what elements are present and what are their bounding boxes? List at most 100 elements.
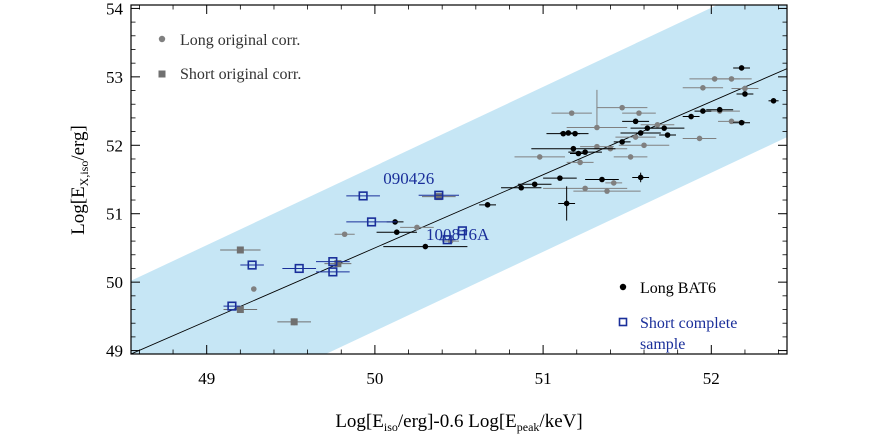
point-long-original-2 [414,224,420,231]
point-long-bat6-1 [393,229,400,235]
point-long-original-9 [594,124,600,131]
point-long-original-18 [700,85,706,91]
y-axis-title: Log[EX,iso/erg] [68,125,91,235]
x-title-part2: /erg]-0.6 Log[E [398,411,517,432]
x-title-part1: Log[E [335,411,384,432]
point-long-original-1 [341,231,348,238]
legend-label-long-bat6: Long BAT6 [640,280,716,297]
point-short-complete-9 [457,226,467,236]
point-short-original-1 [236,306,244,314]
data-points [220,65,779,326]
point-long-original-6 [604,188,610,194]
point-short-complete-6 [366,217,377,227]
point-long-bat6-22 [688,113,694,120]
point-long-bat6-27 [738,119,745,126]
point-short-original-2 [290,318,298,326]
axis-ticks: 49 50 51 52 49 50 51 52 53 54 [106,0,787,388]
point-long-bat6-26 [742,91,748,97]
point-long-original-4 [536,154,543,160]
point-short-original-0 [236,246,244,254]
point-long-bat6-3 [484,202,491,208]
y-title-part2: /erg] [68,125,89,161]
point-long-original-11 [636,110,642,116]
point-short-complete-1 [247,260,257,270]
point-long-original-10 [619,104,625,111]
point-long-original-20 [728,76,735,82]
y-tick-label-3: 52 [106,136,123,155]
legend-marker-long-original [158,35,166,43]
point-short-complete-3 [328,267,338,277]
point-long-original-12 [632,134,639,140]
fit-line [131,68,787,354]
point-long-bat6-19 [637,174,644,181]
legend-bottom: Long BAT6 Short complete sample [618,280,737,353]
point-long-original-25 [742,85,748,92]
y-tick-label-5: 54 [106,0,124,18]
point-long-bat6-21 [664,132,671,138]
point-long-bat6-7 [563,200,570,207]
y-title-part1: Log[E [68,186,89,235]
y-tick-label-0: 49 [106,342,123,361]
point-long-bat6-14 [599,176,605,183]
point-long-bat6-20 [661,125,668,131]
legend-top: Long original corr. Short original corr. [158,32,301,83]
y-tick-label-1: 50 [106,273,123,292]
frame-rect [130,4,788,355]
legend-marker-short-complete [618,317,628,327]
legend-label-short-complete-line2: sample [640,336,685,353]
legend-marker-short-original [158,70,166,78]
point-long-original-5 [582,185,588,192]
point-long-original-23 [696,135,703,142]
point-short-complete-4 [328,257,338,267]
series-long-original [250,76,759,292]
point-long-bat6-4 [518,184,525,191]
point-long-original-16 [594,143,600,150]
annotation-100816a: 100816A [426,225,490,244]
legend-label-long-original: Long original corr. [180,32,300,49]
point-long-original-0 [250,286,257,292]
point-long-original-24 [654,121,661,128]
point-long-original-17 [577,159,583,166]
legend-label-short-original: Short original corr. [180,66,301,83]
plot-frame [130,4,788,355]
point-long-bat6-24 [716,106,723,113]
point-long-original-14 [627,154,634,160]
point-short-original-3 [334,260,342,268]
x-tick-label-1: 50 [366,369,383,388]
point-long-bat6-28 [770,98,777,104]
point-long-bat6-25 [738,65,745,71]
point-long-bat6-9 [565,130,572,136]
x-title-sub1: iso [384,420,398,434]
y-title-sub: X,iso [77,161,91,187]
point-long-bat6-11 [570,145,577,152]
point-long-original-13 [641,142,647,149]
legend-label-short-complete: Short complete [640,315,737,332]
legend-marker-long-bat6 [619,283,627,291]
point-long-bat6-12 [575,150,582,157]
x-tick-label-3: 52 [703,369,720,388]
point-short-complete-0 [227,301,237,311]
point-long-bat6-2 [422,243,429,250]
point-long-bat6-6 [557,175,563,181]
point-long-bat6-10 [572,130,578,137]
fit-line-path [131,68,787,354]
point-long-bat6-13 [582,149,588,155]
point-short-complete-5 [358,191,368,201]
x-tick-label-2: 51 [535,369,552,388]
point-long-bat6-15 [619,139,625,145]
point-long-original-22 [728,118,735,125]
x-title-sub2: peak [517,420,540,434]
point-long-original-7 [610,180,617,186]
point-short-complete-8 [442,235,452,245]
point-long-bat6-16 [632,118,639,125]
series-short-original [220,193,456,326]
point-long-bat6-23 [700,108,706,114]
y-tick-label-2: 51 [106,205,123,224]
point-long-bat6-17 [637,130,644,136]
annotation-090426: 090426 [383,169,434,188]
series-long-bat6 [376,65,779,250]
x-title-part3: /keV] [539,411,582,432]
x-tick-label-0: 49 [198,369,215,388]
point-long-original-8 [568,110,575,116]
